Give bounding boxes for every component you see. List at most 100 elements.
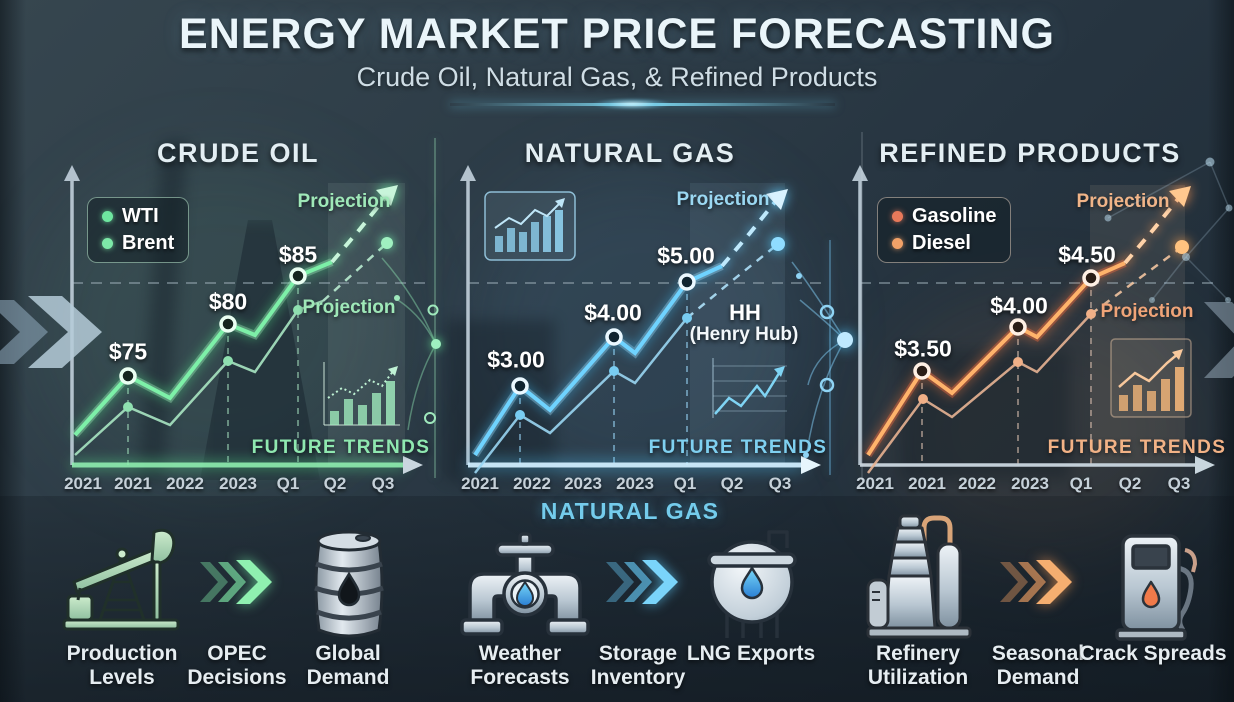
driver-label-opec-decisions: OPEC Decisions <box>187 642 287 689</box>
crude-x-label: Q1 <box>276 474 300 493</box>
crude-x-label: 2021 <box>64 474 102 493</box>
gas-price-300: $3.00 <box>487 346 545 373</box>
refined-price-350: $3.50 <box>894 335 952 362</box>
driver-label-storage-inventory: Storage Inventory <box>590 642 686 689</box>
gas-mini-chart-icon <box>484 191 576 261</box>
diesel-dot-icon <box>892 238 903 249</box>
crude-x-label: 2023 <box>219 474 257 493</box>
refined-products-chart <box>852 165 1217 474</box>
crude-price-75: $75 <box>108 338 148 365</box>
refined-x-label: 2021 <box>856 474 894 493</box>
chevron-arrows-icon <box>606 560 678 604</box>
gas-price-400: $4.00 <box>584 299 642 326</box>
refined-x-label: Q2 <box>1118 474 1142 493</box>
gas-x-label: Q3 <box>768 474 792 493</box>
legend-label: Gasoline <box>912 205 997 227</box>
crude-projection-label-bottom: Projection <box>302 297 396 318</box>
gas-projection-label: Projection <box>676 189 770 210</box>
bg-tint-center <box>470 170 810 490</box>
crude-oil-panel-title: CRUDE OIL <box>157 138 319 168</box>
refined-price-400: $4.00 <box>990 292 1048 319</box>
refined-projection-label-bottom: Projection <box>1100 301 1194 322</box>
legend-item-brent: Brent <box>102 232 174 255</box>
crude-legend: WTI Brent <box>87 197 190 263</box>
refined-future-band <box>1090 185 1185 465</box>
gas-hub-sublabel: (Henry Hub) <box>689 324 799 345</box>
refined-diesel-line <box>866 240 1189 474</box>
gas-x-label: Q2 <box>720 474 744 493</box>
driver-label-seasonal-demand: Seasonal Demand <box>991 642 1085 689</box>
refined-legend: Gasoline Diesel <box>877 197 1012 263</box>
crude-brent-line <box>74 237 393 456</box>
driver-label-global-demand: Global Demand <box>306 642 390 689</box>
legend-item-diesel: Diesel <box>892 232 996 255</box>
refined-projection-label-top: Projection <box>1076 191 1170 212</box>
gas-hh-line <box>471 189 788 458</box>
gasoline-dot-icon <box>892 211 903 222</box>
refined-x-label: 2022 <box>958 474 996 493</box>
legend-item-gasoline: Gasoline <box>892 205 996 228</box>
gas-price-500: $5.00 <box>657 242 715 269</box>
gas-hub-label: HH <box>729 300 761 325</box>
pipeline-valve-icon <box>460 532 590 636</box>
driver-label-production-levels: Production Levels <box>66 642 178 689</box>
crude-wti-line <box>72 185 398 438</box>
gas-projection-arrow <box>766 189 788 210</box>
refined-x-label: Q3 <box>1167 474 1191 493</box>
crude-x-label: 2022 <box>166 474 204 493</box>
gas-trend-inset-icon <box>712 358 787 418</box>
gas-x-label: Q1 <box>673 474 697 493</box>
refined-price-450: $4.50 <box>1058 241 1116 268</box>
legend-label: WTI <box>122 205 159 227</box>
crude-price-80: $80 <box>208 288 248 315</box>
gas-x-label: 2022 <box>513 474 551 493</box>
chevron-arrows-icon <box>200 560 272 604</box>
refined-mini-chart-icon <box>1110 338 1192 418</box>
natural-gas-chart <box>460 165 829 474</box>
gas-future-trends-label: FUTURE TRENDS <box>648 437 828 458</box>
gas-x-label: 2023 <box>564 474 602 493</box>
refined-projection-arrow <box>1169 186 1191 207</box>
wti-dot-icon <box>102 211 113 222</box>
lng-tank-icon <box>707 530 797 638</box>
crude-price-85: $85 <box>278 241 318 268</box>
crude-projection-label-top: Projection <box>297 191 391 212</box>
legend-item-wti: WTI <box>102 205 174 228</box>
natural-gas-panel-title: NATURAL GAS <box>524 138 736 168</box>
legend-label: Brent <box>122 232 175 254</box>
gas-x-label: 2021 <box>461 474 499 493</box>
refined-future-trends-label: FUTURE TRENDS <box>1047 437 1227 458</box>
crude-future-trends-label: FUTURE TRENDS <box>251 437 431 458</box>
natural-gas-axis-caption: NATURAL GAS <box>540 498 720 524</box>
driver-label-refinery-utilization: Refinery Utilization <box>867 642 969 689</box>
pumpjack-icon <box>62 528 180 631</box>
refined-x-label: Q1 <box>1069 474 1093 493</box>
crude-projection-arrow <box>376 185 398 206</box>
crude-x-label: 2021 <box>114 474 152 493</box>
header-divider-flare <box>592 98 672 110</box>
driver-label-weather-forecasts: Weather Forecasts <box>470 642 570 689</box>
crude-mini-chart-icon <box>323 362 400 426</box>
refined-x-label: 2023 <box>1011 474 1049 493</box>
refined-products-panel-title: REFINED PRODUCTS <box>879 138 1181 168</box>
brent-dot-icon <box>102 238 113 249</box>
chevron-arrows-icon <box>1000 560 1072 604</box>
driver-label-lng-exports: LNG Exports <box>686 642 816 665</box>
page-subtitle: Crude Oil, Natural Gas, & Refined Produc… <box>356 62 878 92</box>
refinery-icon <box>866 514 972 639</box>
page-title: ENERGY MARKET PRICE FORECASTING <box>179 10 1055 58</box>
crude-x-label: Q2 <box>323 474 347 493</box>
refined-gasoline-line <box>864 186 1191 458</box>
gas-x-label: 2023 <box>616 474 654 493</box>
refined-projection-line <box>1123 197 1180 265</box>
fuel-pump-icon <box>1115 534 1197 641</box>
crude-oil-chart <box>64 165 429 474</box>
crude-projection-line <box>330 196 387 264</box>
crude-x-label: Q3 <box>371 474 395 493</box>
gas-projection-line <box>720 200 777 268</box>
gas-secondary-line <box>474 237 785 474</box>
oil-barrel-icon <box>314 530 384 638</box>
legend-label: Diesel <box>912 232 971 254</box>
gas-future-band <box>690 183 785 465</box>
